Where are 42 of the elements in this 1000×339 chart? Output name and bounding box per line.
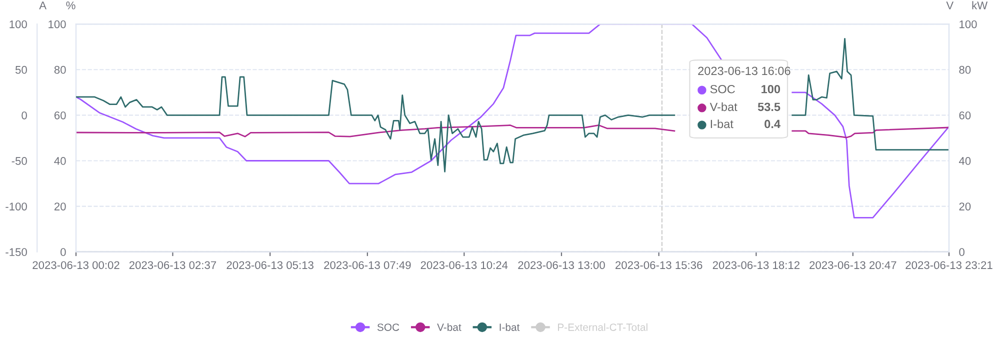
y3-tick-label: 100: [10, 20, 27, 28]
annotation: 53.5: [758, 102, 780, 112]
x-tick-label: 2023-06-13 18:12: [712, 261, 800, 270]
annotation: 2023-06-13 16:06: [698, 66, 790, 76]
y-tick-label: 40: [54, 157, 66, 165]
y3-axis-title: A: [39, 2, 47, 10]
x-tick-label: 2023-06-13 10:24: [420, 261, 508, 270]
y-tick-label: 60: [54, 111, 66, 120]
text: kW: [972, 1, 988, 10]
y3-tick-label: -150: [6, 248, 27, 256]
y-tick-label: 20: [54, 202, 66, 210]
y-axis-title: %: [66, 2, 76, 10]
x-tick-label: 2023-06-13 02:37: [129, 261, 216, 270]
annotation: SOC: [710, 84, 735, 94]
annotation: 100: [762, 84, 780, 94]
y3-tick-label: 0: [22, 111, 27, 120]
x-tick-label: 2023-06-13 05:13: [226, 261, 314, 270]
y-tick-label: 0: [60, 248, 66, 256]
annotation: 0.4: [764, 120, 780, 128]
x-tick-label: 2023-06-13 23:21: [906, 261, 992, 270]
y2-tick-label: 60: [959, 111, 971, 120]
legend-label: I-bat: [500, 323, 520, 331]
x-tick-label: 2023-06-13 00:02: [32, 261, 120, 270]
x-tick-label: 2023-06-13 20:47: [810, 261, 896, 270]
y2-tick-label: 100: [960, 20, 977, 28]
y2-tick-label: 80: [959, 66, 971, 74]
legend-label: V-bat: [437, 323, 462, 331]
y2-axis-title: V: [946, 2, 954, 10]
y3-tick-label: -50: [12, 157, 27, 165]
y3-tick-label: 50: [15, 66, 27, 74]
legend-label: SOC: [377, 324, 400, 331]
y2-tick-label: 20: [959, 202, 971, 210]
x-tick-label: 2023-06-13 07:49: [324, 261, 411, 270]
annotation: I-bat: [710, 119, 734, 128]
annotation: V-bat: [710, 102, 738, 112]
x-tick-label: 2023-06-13 13:00: [518, 261, 605, 270]
y-tick-label: 80: [54, 66, 66, 74]
y-tick-label: 100: [48, 20, 66, 28]
y2-tick-label: 0: [959, 248, 964, 256]
y2-tick-label: 40: [958, 157, 971, 165]
y3-tick-label: -100: [6, 202, 27, 210]
x-tick-label: 2023-06-13 15:36: [616, 261, 702, 270]
